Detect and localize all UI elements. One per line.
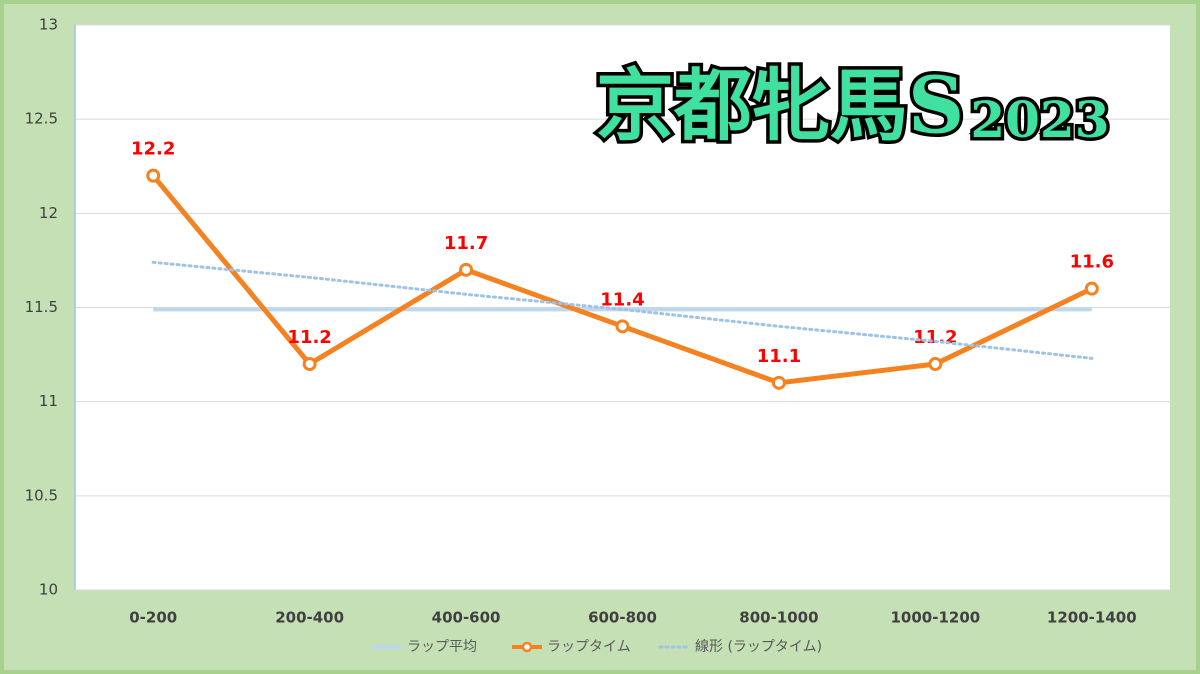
series-line [151,260,1094,360]
data-label: 11.2 [287,327,331,348]
x-tick-label: 800-1000 [739,609,818,627]
y-tick-label: 11 [39,392,58,410]
y-tick-label: 12 [39,204,58,222]
x-tick-label: 600-800 [588,609,657,627]
chart-subtitle: 2023 [970,90,1109,149]
point [771,375,786,390]
point [1084,281,1099,296]
y-tick-label: 13 [39,16,58,34]
legend-label: ラップタイム [547,639,631,655]
legend-label: ラップ平均 [407,639,477,655]
legend-marker [521,641,533,653]
data-label: 12.2 [131,139,175,160]
x-tick-label: 400-600 [432,609,501,627]
x-tick-label: 1000-1200 [890,609,980,627]
y-tick-label: 10 [39,581,58,599]
point [928,357,943,371]
point [146,168,161,183]
data-label: 11.4 [600,289,644,310]
x-tick-label: 200-400 [275,609,344,627]
data-label: 11.6 [1070,252,1114,273]
point [302,357,317,371]
chart-title: 京都牝馬S [596,61,964,152]
x-tick-label: 1200-1400 [1047,609,1137,627]
data-label: 11.7 [444,233,488,254]
data-label: 11.1 [757,346,801,367]
y-tick-label: 10.5 [25,486,58,504]
point [615,319,630,334]
y-tick-label: 12.5 [25,110,58,128]
legend-label: 線形 (ラップタイム) [695,639,822,655]
y-tick-label: 11.5 [25,298,58,316]
x-tick-label: 0-200 [129,609,177,627]
point [459,262,474,277]
data-label: 11.2 [913,327,957,348]
